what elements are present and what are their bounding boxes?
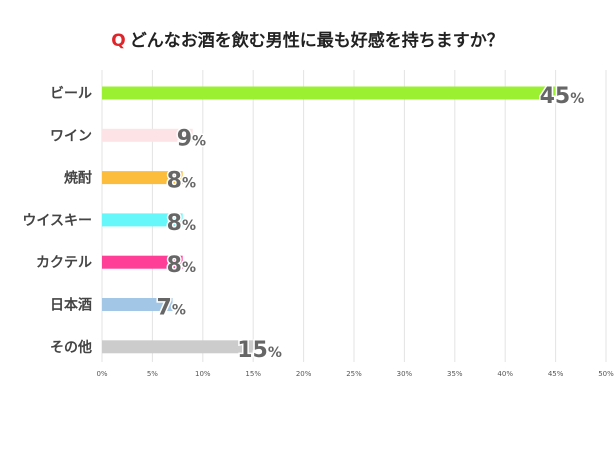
bar bbox=[102, 255, 183, 269]
value-label: 8% bbox=[167, 253, 196, 278]
value-label: 45% bbox=[540, 84, 585, 109]
bars bbox=[102, 86, 556, 354]
x-tick-label: 35% bbox=[447, 370, 463, 378]
x-tick-label: 25% bbox=[346, 370, 362, 378]
category-label: その他 bbox=[50, 339, 92, 356]
category-label: 焼酎 bbox=[64, 170, 92, 187]
bar bbox=[102, 213, 183, 227]
chart-title: Q どんなお酒を飲む男性に最も好感を持ちますか？ bbox=[0, 26, 615, 51]
category-label: ワイン bbox=[50, 128, 92, 144]
value-labels: 45% 9% 8% 8% 8% 7% 15% bbox=[155, 83, 586, 365]
bar bbox=[102, 298, 173, 311]
value-label: 15% bbox=[237, 338, 282, 363]
x-tick-label: 0% bbox=[96, 370, 107, 378]
bar bbox=[102, 128, 193, 142]
x-tick-label: 20% bbox=[296, 370, 312, 378]
question-text: どんなお酒を飲む男性に最も好感を持ちますか？ bbox=[129, 31, 504, 51]
category-label: ウイスキー bbox=[22, 213, 92, 229]
x-tick-label: 15% bbox=[245, 370, 261, 378]
x-tick-label: 50% bbox=[598, 370, 614, 378]
x-tick-label: 45% bbox=[548, 370, 564, 378]
grid-lines bbox=[101, 70, 607, 362]
x-tick-labels: 0% 5% 10% 15% 20% 25% 30% 35% 40% 45% 50% bbox=[96, 370, 614, 378]
x-tick-label: 10% bbox=[195, 370, 211, 378]
x-tick-label: 30% bbox=[397, 370, 413, 378]
value-label: 7% bbox=[157, 296, 186, 321]
bar bbox=[102, 86, 556, 100]
category-label: 日本酒 bbox=[50, 297, 92, 314]
value-label: 8% bbox=[167, 211, 196, 236]
bar bbox=[102, 340, 254, 354]
category-label: ビール bbox=[50, 86, 92, 102]
x-tick-label: 5% bbox=[147, 370, 158, 378]
value-label: 9% bbox=[177, 126, 206, 151]
question-mark-prefix: Q bbox=[111, 31, 126, 51]
value-label: 8% bbox=[167, 169, 196, 194]
bar bbox=[102, 171, 183, 185]
x-tick-label: 40% bbox=[497, 370, 513, 378]
category-label: カクテル bbox=[36, 255, 92, 271]
